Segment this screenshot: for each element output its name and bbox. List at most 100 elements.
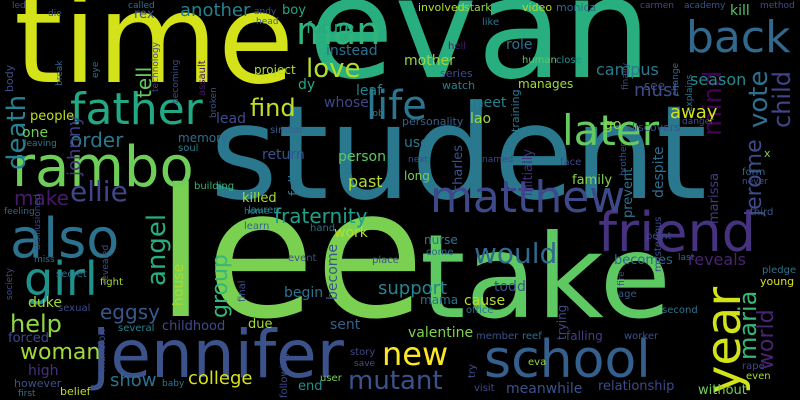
word-member: member	[476, 331, 519, 342]
word-child: child	[768, 71, 796, 128]
word-eye: eye	[91, 61, 101, 78]
word-father: father	[70, 84, 203, 135]
word-technology: technology	[151, 42, 161, 92]
word-college: college	[188, 368, 253, 389]
word-manages: manages	[518, 77, 574, 91]
word-close: close	[556, 55, 582, 66]
word-home: home	[244, 207, 270, 217]
word-one: one	[22, 125, 49, 141]
word-save: save	[354, 359, 376, 369]
word-leaf: leaf	[356, 83, 383, 99]
word-must: must	[634, 80, 680, 101]
word-hand: hand	[310, 223, 336, 234]
word-time: time	[14, 0, 295, 112]
word-mother: mother	[404, 53, 455, 69]
word-miss: miss	[34, 255, 55, 265]
word-leaving: leaving	[24, 139, 57, 149]
word-house: house	[171, 263, 187, 306]
word-finally: finally	[621, 62, 631, 90]
word-fire: fire	[617, 271, 627, 286]
word-away: away	[670, 102, 718, 123]
word-second: second	[662, 305, 698, 316]
word-secret: secret	[56, 269, 87, 280]
word-job: job	[370, 109, 384, 119]
word-pledge: pledge	[762, 265, 797, 276]
word-campus: campus	[596, 60, 659, 79]
word-project: project	[254, 63, 296, 77]
word-go: go	[604, 117, 622, 133]
word-try: try	[467, 364, 478, 378]
word-becoming: becoming	[171, 59, 181, 104]
word-danger: danger	[682, 117, 714, 127]
word-series: series	[440, 67, 473, 80]
word-reveals: reveals	[688, 250, 746, 269]
word-find: find	[250, 94, 296, 122]
word-angel: angel	[142, 213, 172, 286]
word-see: see	[644, 79, 666, 93]
word-final: final	[237, 280, 248, 302]
word-evan: evan	[308, 0, 652, 111]
word-training: training	[509, 89, 522, 132]
word-past: past	[348, 172, 383, 191]
word-disillusioned: disillusioned	[33, 194, 43, 250]
word-fight: fight	[100, 277, 123, 288]
word-charles: charles	[451, 144, 466, 192]
word-young: young	[760, 275, 795, 288]
word-sent: sent	[330, 317, 361, 333]
word-matthew: matthew	[430, 172, 626, 223]
word-memory: memory	[178, 131, 229, 145]
word-user: user	[320, 373, 342, 384]
word-head: head	[256, 17, 279, 27]
word-body: body	[3, 64, 16, 92]
word-whose: whose	[324, 95, 369, 111]
word-rambo: rambo	[12, 135, 194, 200]
word-discovers: discovers	[628, 121, 681, 134]
word-return: return	[262, 147, 305, 163]
word-also: also	[10, 207, 120, 270]
word-feeling: feeling	[4, 207, 35, 217]
word-people: people	[30, 109, 75, 124]
word-stark: stark	[464, 1, 492, 14]
word-lao: lao	[470, 111, 492, 127]
word-x: x	[764, 147, 771, 160]
word-fraternity: fraternity	[274, 204, 368, 228]
word-event: event	[288, 253, 317, 264]
word-nurse: nurse	[424, 233, 458, 247]
word-meanwhile: meanwhile	[506, 381, 583, 397]
word-first: first	[18, 389, 36, 399]
word-point: point	[646, 231, 672, 242]
word-explains: explains	[685, 74, 695, 112]
word-led: led	[12, 1, 26, 11]
word-season: season	[690, 70, 747, 89]
word-ellie: ellie	[70, 175, 128, 208]
word-watch: watch	[442, 79, 476, 92]
word-carmen: carmen	[640, 1, 675, 11]
word-meet: meet	[470, 95, 507, 111]
word-named: named	[482, 155, 514, 165]
word-instead: instead	[326, 43, 378, 59]
word-fall: fall	[287, 174, 303, 196]
word-school: school	[484, 330, 651, 390]
word-die: die	[48, 9, 62, 19]
word-high: high	[28, 363, 59, 379]
word-kill: kill	[730, 3, 750, 19]
word-reef: reef	[522, 331, 542, 342]
word-love: love	[306, 54, 361, 84]
word-brother: brother	[619, 142, 629, 176]
word-building: building	[194, 181, 235, 192]
word-story: story	[350, 347, 376, 358]
word-lead: lead	[216, 111, 246, 127]
word-later: later	[562, 106, 659, 155]
word-form: form	[742, 167, 766, 178]
word-visit: visit	[474, 383, 495, 394]
word-family: family	[572, 173, 613, 188]
word-mansion: mansion	[97, 329, 108, 372]
word-called: called	[128, 1, 155, 11]
word-method: method	[760, 1, 795, 11]
word-despite: despite	[651, 146, 667, 198]
word-even: even	[746, 371, 771, 382]
word-group: group	[208, 254, 233, 318]
word-relationship: relationship	[598, 379, 675, 394]
word-hell: hell	[448, 41, 467, 52]
word-becomes: becomes	[614, 253, 673, 268]
